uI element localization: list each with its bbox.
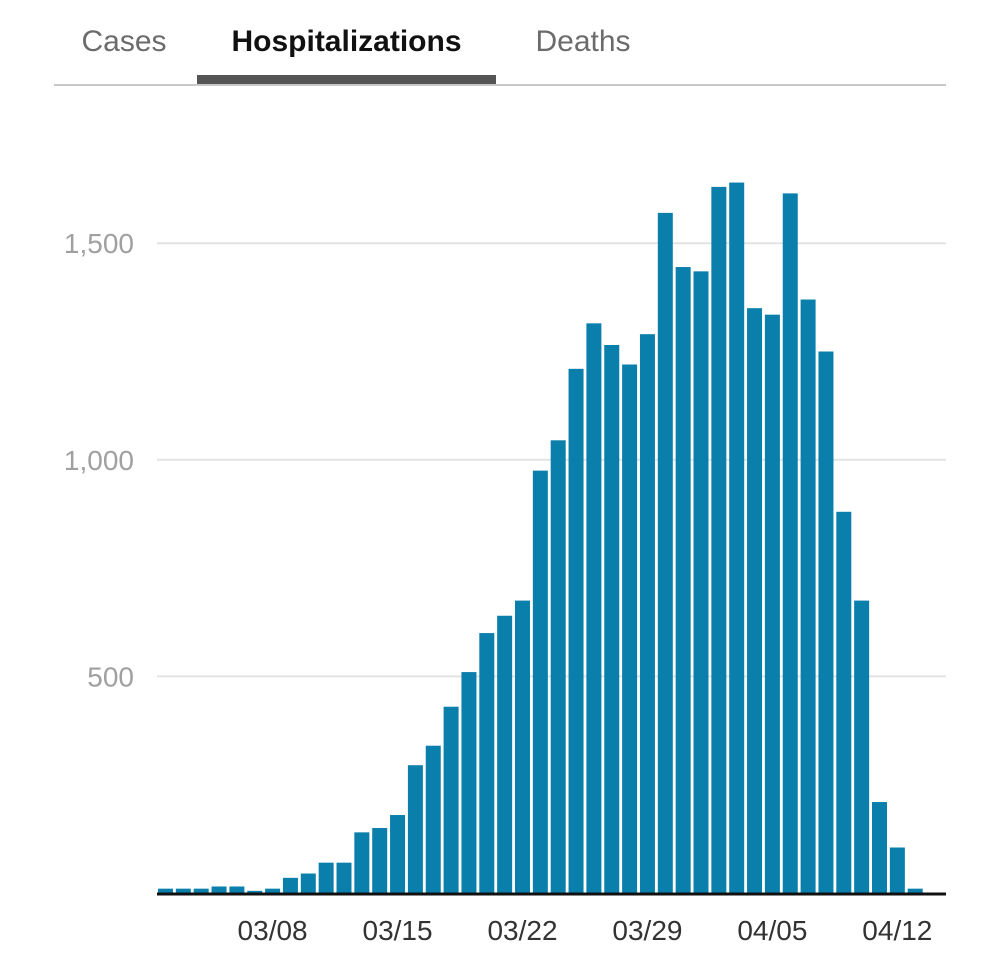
bar — [818, 351, 834, 893]
x-axis-labels: 03/08 03/15 03/22 03/29 04/05 04/12 — [238, 915, 933, 946]
bar — [318, 862, 334, 893]
bar — [372, 828, 388, 893]
y-tick-label: 500 — [87, 661, 134, 692]
bar — [675, 267, 691, 893]
bar — [425, 745, 441, 893]
bar — [443, 706, 459, 893]
tab-deaths[interactable]: Deaths — [506, 0, 660, 84]
bar — [158, 888, 173, 893]
bar — [764, 314, 780, 893]
bar — [568, 368, 584, 893]
bar — [282, 877, 298, 893]
bar — [604, 345, 620, 893]
tab-cases[interactable]: Cases — [54, 0, 194, 84]
bar — [193, 888, 209, 893]
bar — [229, 886, 245, 893]
bar — [622, 364, 638, 894]
tab-hospitalizations[interactable]: Hospitalizations — [197, 0, 496, 84]
x-tick-label: 04/12 — [862, 915, 932, 946]
bar — [407, 765, 423, 893]
y-tick-label: 1,500 — [64, 228, 134, 259]
x-tick-label: 03/22 — [487, 915, 557, 946]
bar — [532, 470, 548, 893]
tab-cases-label: Cases — [81, 25, 167, 58]
tab-deaths-label: Deaths — [535, 25, 631, 58]
bar — [461, 672, 477, 893]
bar — [693, 271, 709, 893]
bar — [729, 182, 745, 893]
bar — [390, 815, 406, 893]
bar — [211, 886, 227, 893]
bar — [782, 193, 798, 893]
bar — [479, 633, 495, 893]
bar — [265, 888, 281, 893]
bar — [836, 511, 852, 893]
bar — [354, 832, 370, 893]
x-tick-label: 03/29 — [612, 915, 682, 946]
bar — [247, 890, 263, 893]
bar — [872, 802, 887, 893]
x-tick-label: 03/15 — [363, 915, 433, 946]
bar — [747, 308, 763, 893]
x-tick-label: 03/08 — [238, 915, 308, 946]
tab-hospitalizations-label: Hospitalizations — [231, 25, 462, 58]
bar — [586, 323, 602, 893]
bar — [854, 600, 870, 893]
x-tick-label: 04/05 — [737, 915, 807, 946]
bar — [515, 600, 530, 893]
active-tab-indicator — [197, 75, 496, 84]
bar — [639, 334, 655, 893]
bar — [497, 615, 513, 893]
bar — [907, 888, 923, 893]
bar — [889, 847, 905, 893]
bar — [336, 862, 352, 893]
bar — [800, 299, 816, 893]
bar — [711, 186, 727, 893]
bar — [300, 873, 316, 893]
bar — [550, 440, 566, 893]
y-axis-labels: 500 1,000 1,500 — [64, 228, 134, 692]
tab-bar: Cases Hospitalizations Deaths — [54, 0, 946, 86]
bar — [175, 888, 191, 893]
bar — [657, 212, 673, 894]
y-tick-label: 1,000 — [64, 445, 134, 476]
bars — [158, 182, 923, 894]
